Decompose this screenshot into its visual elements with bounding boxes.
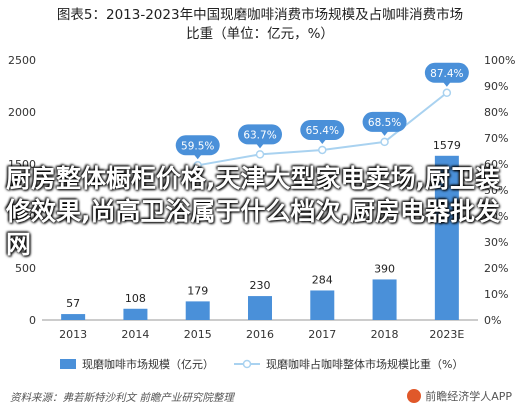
line-point [318,145,327,155]
left-axis-tick-label: 500 [15,262,36,275]
x-axis-tick-label: 2014 [121,328,149,341]
left-axis-tick-label: 1500 [8,158,36,171]
legend-item-bar: 现磨咖啡市场规模（亿元） [60,356,214,372]
line-point-label: 59.5% [181,140,214,152]
left-axis-tick-label: 1000 [8,210,36,223]
bar [185,301,210,320]
bar [248,296,272,320]
left-axis-tick-label: 2500 [8,54,36,67]
right-axis-tick-label: 50% [484,184,508,197]
line-label-pointer [318,138,327,144]
bar [123,308,148,320]
right-axis-tick-label: 80% [484,106,508,119]
line-point [255,150,265,159]
brand: 前瞻经济学人APP [407,388,512,404]
source-note: 资料来源：弗若斯特沙利文 前瞻产业研究院整理 [10,392,234,404]
right-axis-tick-label: 10% [484,288,508,301]
bar-value-label: 179 [187,284,208,297]
x-axis-tick-label: 2017 [308,328,336,341]
line-point-label: 63.7% [243,129,276,141]
legend-line-swatch [234,359,260,369]
x-axis-tick-label: 2018 [371,328,399,341]
line-point [442,88,452,98]
line-label-bubble [300,119,345,140]
left-axis-tick-label: 2000 [8,106,36,119]
left-axis-tick-label: 0 [29,314,36,327]
bar [372,279,397,320]
overlay-text: 厨房整体橱柜价格,天津大型家电卖场,厨卫装修效果,尚高卫浴属于什么档次,厨房电器… [6,164,500,259]
line-label-bubble [424,62,469,83]
x-axis-tick-label: 2015 [184,328,212,341]
line-label-pointer [442,81,451,87]
right-axis-tick-label: 20% [484,262,508,275]
line-label-pointer [193,154,202,160]
bar-value-label: 57 [66,297,80,310]
right-axis-tick-label: 0% [484,314,501,327]
right-axis-tick-label: 60% [484,158,508,171]
bar-value-label: 230 [250,279,271,292]
line-point-label: 68.5% [368,117,401,129]
right-axis-tick-label: 40% [484,210,508,223]
bar-value-label: 390 [374,262,395,275]
legend-bar-swatch [60,359,76,369]
line-label-bubble [238,124,282,145]
line-point-label: 87.4% [430,68,463,80]
line-point-label: 65.4% [306,125,339,137]
chart-title-line-1: 图表5：2013-2023年中国现磨咖啡消费市场规模及占咖啡消费市场 [56,7,464,23]
line-point [193,161,202,170]
right-axis-tick-label: 90% [484,80,508,93]
right-axis-tick-label: 30% [484,236,508,249]
brand-name: 前瞻经济学人APP [425,390,512,403]
legend-bar-label: 现磨咖啡市场规模（亿元） [82,358,214,371]
legend-line-label: 现磨咖啡占咖啡整体市场规模比重（%） [266,358,464,371]
chart-title-line-2: 比重（单位：亿元，%） [186,26,334,42]
line-label-bubble [362,111,407,132]
bar [434,155,459,320]
bar-value-label: 284 [312,273,333,286]
chart-title: 图表5：2013-2023年中国现磨咖啡消费市场规模及占咖啡消费市场 比重（单位… [0,6,520,44]
bar [61,314,86,320]
x-axis-tick-label: 2023E [429,328,464,341]
x-axis-tick-label: 2016 [246,328,274,341]
line-label-pointer [256,143,264,149]
brand-logo-icon [407,389,422,403]
line-point [380,137,389,147]
x-axis-tick-label: 2013 [59,328,87,341]
legend-item-line: 现磨咖啡占咖啡整体市场规模比重（%） [234,356,463,372]
bar-value-label: 1579 [433,139,461,152]
bar-value-label: 108 [125,292,146,305]
right-axis-tick-label: 70% [484,132,508,145]
line-label-bubble [175,135,220,156]
combo-chart: 0 500 1000 1500 2000 2500 0% 10% 20% 30% 40% 50% 60%… [8,54,515,341]
bar [310,290,335,320]
right-axis-tick-label: 100% [484,54,515,67]
line-label-pointer [380,130,389,136]
